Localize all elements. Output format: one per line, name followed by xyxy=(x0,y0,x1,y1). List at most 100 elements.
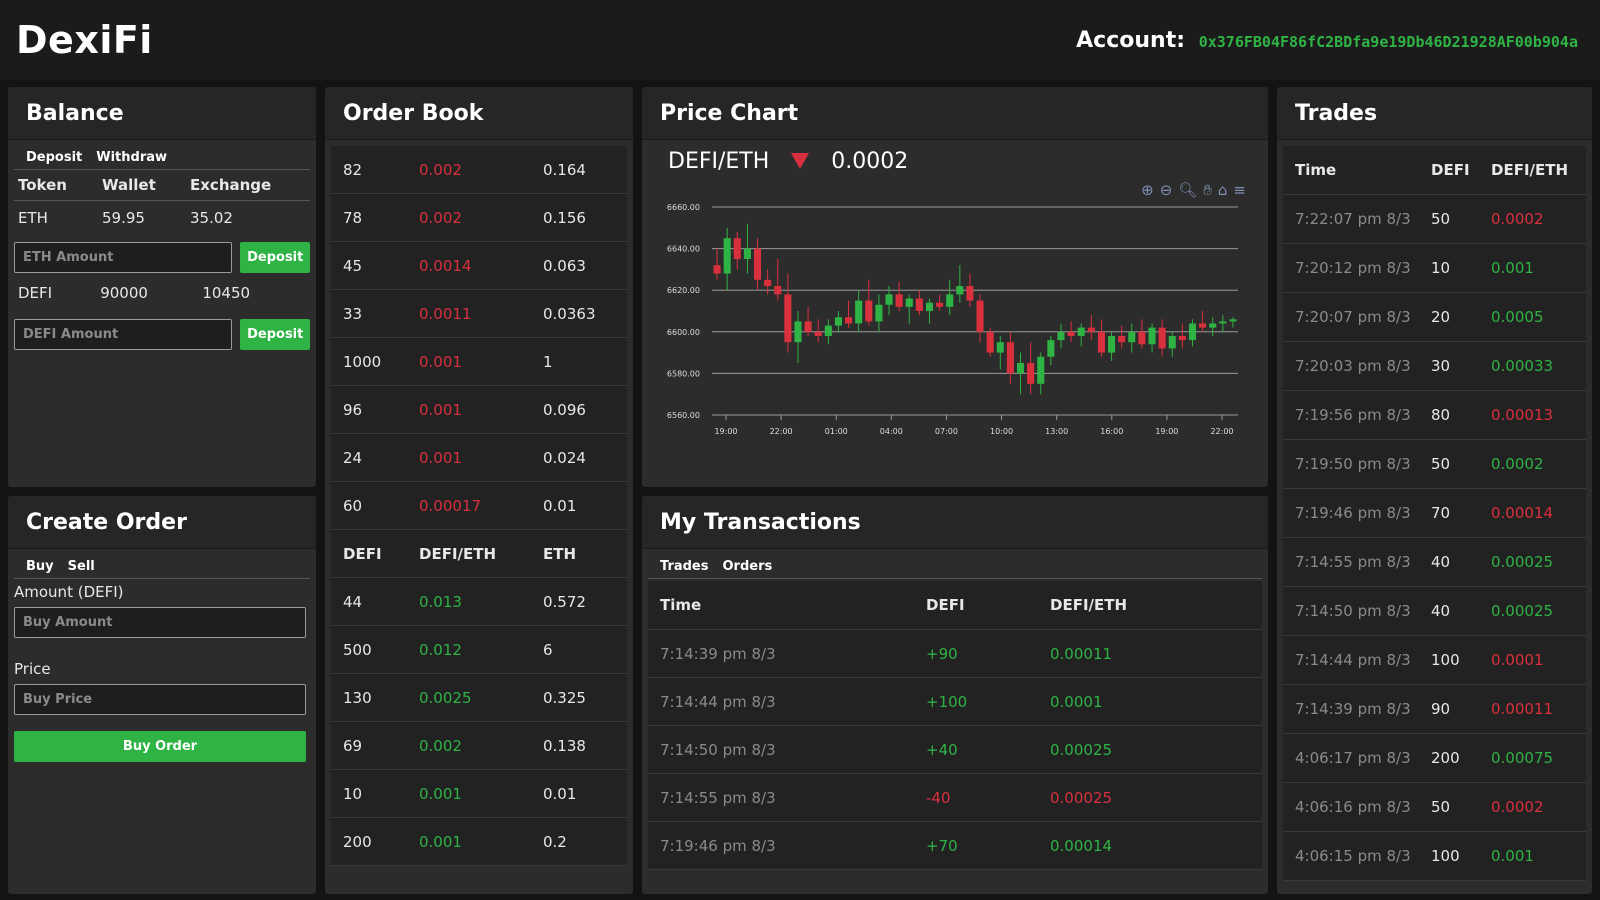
tab-deposit[interactable]: Deposit xyxy=(26,150,83,165)
zoom-select-icon[interactable]: 🔍︎ xyxy=(1178,181,1198,199)
buy-order-row[interactable]: 200 0.001 0.2 xyxy=(331,818,627,866)
candle-body xyxy=(1047,340,1055,357)
sell-order-row[interactable]: 33 0.0011 0.0363 xyxy=(331,290,627,338)
trade-row: 7:20:03 pm 8/3 30 0.00033 xyxy=(1283,342,1586,391)
sell-order-row[interactable]: 45 0.0014 0.063 xyxy=(331,242,627,290)
order-book-table: 82 0.002 0.164 78 0.002 0.156 45 0.0014 0.063 33 0… xyxy=(331,146,627,866)
app-logo: DexiFi xyxy=(16,18,153,62)
candle-body xyxy=(1178,335,1186,341)
candle-body xyxy=(1006,342,1014,374)
candle-body xyxy=(996,342,1004,353)
trade-row: 4:06:17 pm 8/3 200 0.00075 xyxy=(1283,734,1586,783)
x-tick-label: 01:00 xyxy=(825,427,848,436)
trade-row: 4:06:16 pm 8/3 50 0.0002 xyxy=(1283,783,1586,832)
trade-row: 7:22:07 pm 8/3 50 0.0002 xyxy=(1283,195,1586,244)
candle-body xyxy=(915,298,923,311)
sell-order-row[interactable]: 78 0.002 0.156 xyxy=(331,194,627,242)
order-total: 0.01 xyxy=(543,496,577,515)
defi-amount-input[interactable] xyxy=(14,319,233,350)
account-label: Account: xyxy=(1076,28,1186,53)
token-name: DEFI xyxy=(18,284,53,302)
trade-time: 7:19:46 pm 8/3 xyxy=(1295,504,1411,522)
balance-panel: Balance Deposit Withdraw Token Wallet Ex… xyxy=(8,87,316,487)
candle-body xyxy=(895,294,903,307)
buy-order-row[interactable]: 69 0.002 0.138 xyxy=(331,722,627,770)
transaction-amount: +40 xyxy=(926,740,958,759)
x-tick-label: 22:00 xyxy=(1210,427,1233,436)
candle-body xyxy=(1077,327,1085,336)
price-down-arrow-icon xyxy=(791,153,810,169)
candle-body xyxy=(1158,327,1166,349)
y-tick-label: 6620.00 xyxy=(667,286,700,295)
menu-icon[interactable]: ≡ xyxy=(1233,181,1246,199)
order-amount: 82 xyxy=(343,160,363,179)
sell-order-row[interactable]: 1000 0.001 1 xyxy=(331,338,627,386)
header-wallet: Wallet xyxy=(102,176,156,194)
sell-order-row[interactable]: 60 0.00017 0.01 xyxy=(331,482,627,530)
transaction-price: 0.00025 xyxy=(1050,740,1113,759)
transaction-time: 7:14:50 pm 8/3 xyxy=(660,740,776,759)
balance-title: Balance xyxy=(8,87,316,140)
trade-amount: 90 xyxy=(1431,700,1451,718)
transaction-time: 7:19:46 pm 8/3 xyxy=(660,836,776,855)
buy-order-row[interactable]: 130 0.0025 0.325 xyxy=(331,674,627,722)
buy-order-row[interactable]: 44 0.013 0.572 xyxy=(331,578,627,626)
buy-order-row[interactable]: 500 0.012 6 xyxy=(331,626,627,674)
sell-order-row[interactable]: 24 0.001 0.024 xyxy=(331,434,627,482)
buy-price-input[interactable] xyxy=(14,684,306,715)
buy-amount-input[interactable] xyxy=(14,607,306,638)
balance-row-eth: ETH 59.95 35.02 xyxy=(14,201,310,234)
zoom-in-icon[interactable]: ⊕ xyxy=(1141,181,1154,199)
tab-sell[interactable]: Sell xyxy=(67,559,95,574)
order-amount: 45 xyxy=(343,256,363,275)
order-total: 0.164 xyxy=(543,160,586,179)
order-price: 0.001 xyxy=(419,400,462,419)
candle-body xyxy=(723,238,731,274)
header-time: Time xyxy=(660,596,702,614)
create-order-title: Create Order xyxy=(8,496,316,549)
tab-orders[interactable]: Orders xyxy=(722,559,773,574)
pan-hand-icon[interactable]: ✋︎ xyxy=(1203,181,1212,199)
order-amount: 130 xyxy=(343,688,372,707)
trade-amount: 50 xyxy=(1431,455,1451,473)
balance-table: Token Wallet Exchange ETH 59.95 35.02 xyxy=(14,170,310,234)
tab-trades[interactable]: Trades xyxy=(660,559,709,574)
trade-row: 4:06:15 pm 8/3 100 0.001 xyxy=(1283,832,1586,881)
eth-amount-input[interactable] xyxy=(14,242,233,273)
tab-buy[interactable]: Buy xyxy=(26,559,54,574)
candle-body xyxy=(1219,321,1227,324)
reset-home-icon[interactable]: ⌂ xyxy=(1217,181,1228,199)
sell-order-row[interactable]: 96 0.001 0.096 xyxy=(331,386,627,434)
trade-price: 0.00075 xyxy=(1491,749,1554,767)
balance-row-defi: DEFI 90000 10450 xyxy=(14,281,310,305)
candle-body xyxy=(1148,327,1156,345)
order-book-header: DEFI DEFI/ETH ETH xyxy=(331,530,627,578)
eth-deposit-button[interactable]: Deposit xyxy=(240,242,310,273)
trade-row: 7:14:39 pm 8/3 90 0.00011 xyxy=(1283,685,1586,734)
trades-title: Trades xyxy=(1277,87,1592,140)
header-exchange: Exchange xyxy=(190,176,272,194)
buy-order-button[interactable]: Buy Order xyxy=(14,731,306,762)
x-tick-label: 04:00 xyxy=(880,427,903,436)
transaction-time: 7:14:55 pm 8/3 xyxy=(660,788,776,807)
candle-body xyxy=(986,331,994,353)
account-address[interactable]: 0x376FB04F86fC2BDfa9e19Db46D21928AF00b90… xyxy=(1198,33,1578,51)
order-price: 0.001 xyxy=(419,784,462,803)
candlestick-chart[interactable]: 6660.00 6640.00 6620.00 6600.00 6580.00 6560.… xyxy=(642,187,1268,487)
order-price: 0.002 xyxy=(419,160,462,179)
candle-body xyxy=(925,302,934,311)
y-tick-label: 6640.00 xyxy=(667,245,700,254)
defi-deposit-button[interactable]: Deposit xyxy=(240,319,310,350)
candle-body xyxy=(1087,327,1095,332)
trade-time: 7:14:50 pm 8/3 xyxy=(1295,602,1411,620)
order-amount: 96 xyxy=(343,400,363,419)
y-tick-label: 6600.00 xyxy=(667,328,700,337)
sell-order-row[interactable]: 82 0.002 0.164 xyxy=(331,146,627,194)
tab-withdraw[interactable]: Withdraw xyxy=(96,150,168,165)
candle-body xyxy=(976,300,984,332)
candle-body xyxy=(1067,331,1075,336)
buy-order-row[interactable]: 10 0.001 0.01 xyxy=(331,770,627,818)
zoom-out-icon[interactable]: ⊖ xyxy=(1159,181,1173,199)
trade-time: 7:20:07 pm 8/3 xyxy=(1295,308,1411,326)
account-info: Account: 0x376FB04F86fC2BDfa9e19Db46D219… xyxy=(1076,28,1578,53)
